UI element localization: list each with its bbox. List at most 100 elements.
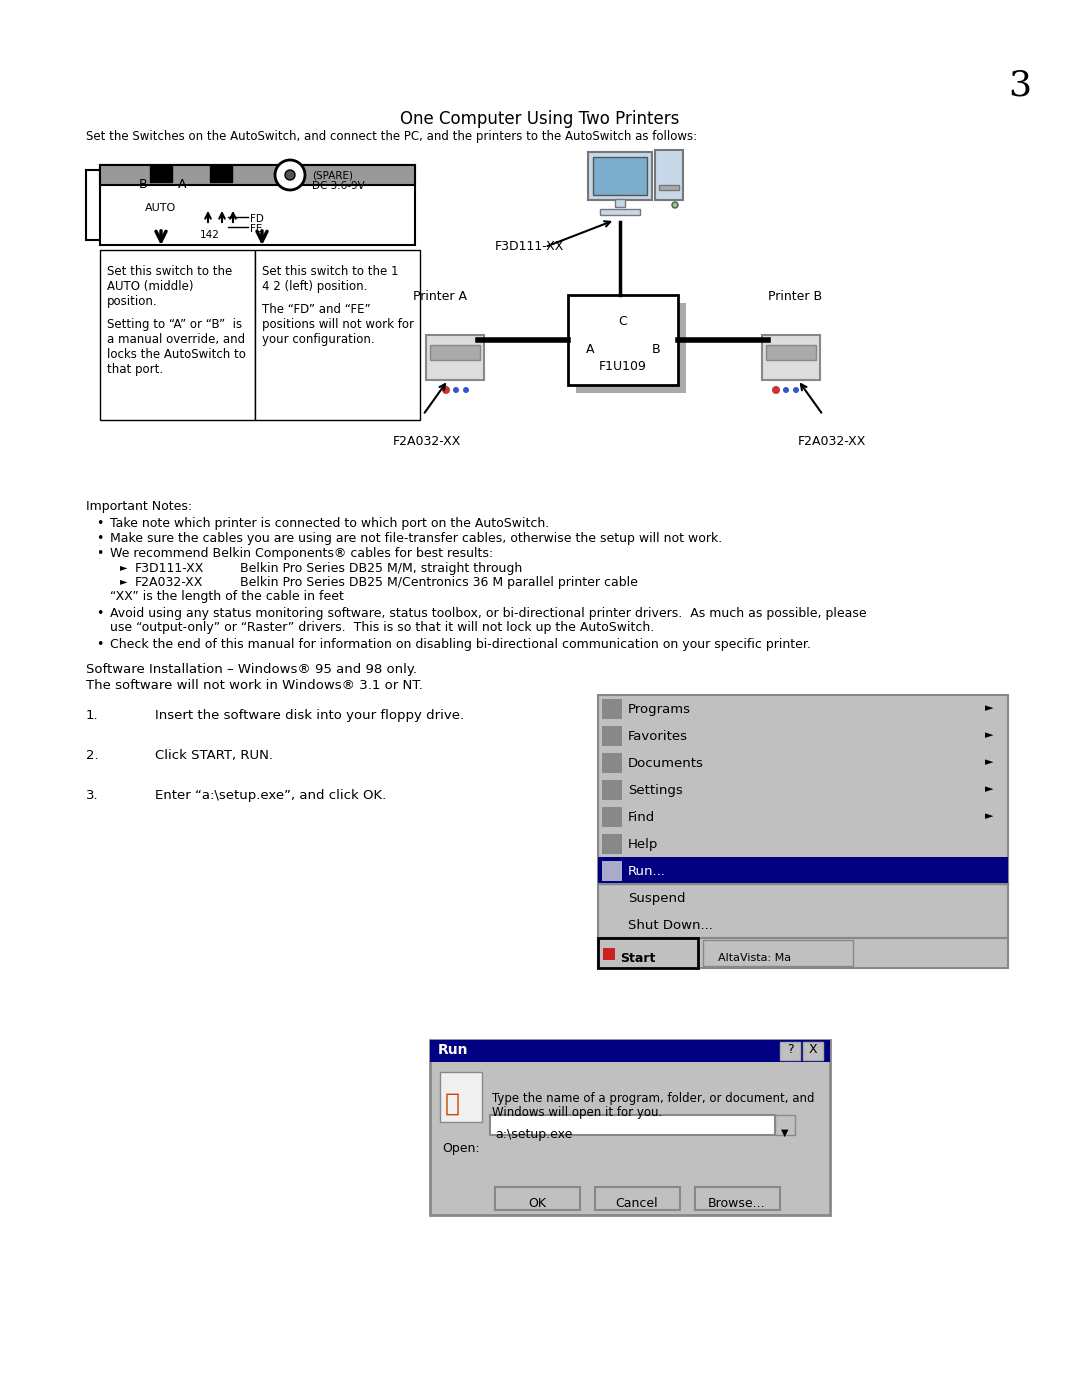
Text: ►: ►: [985, 757, 993, 767]
Bar: [495, 1187, 580, 1210]
Text: The “FD” and “FE”: The “FD” and “FE”: [262, 303, 370, 316]
Text: A: A: [585, 344, 594, 356]
Text: Belkin Pro Series DB25 M/Centronics 36 M parallel printer cable: Belkin Pro Series DB25 M/Centronics 36 M…: [240, 576, 638, 590]
Bar: [766, 345, 816, 360]
Text: F3D111-XX: F3D111-XX: [135, 562, 204, 576]
Bar: [426, 335, 484, 380]
Text: B: B: [651, 344, 660, 356]
Text: Make sure the cables you are using are not file-transfer cables, otherwise the s: Make sure the cables you are using are n…: [110, 532, 723, 545]
Bar: [654, 149, 683, 200]
Text: Setting to “A” or “B”  is: Setting to “A” or “B” is: [107, 319, 242, 331]
Bar: [602, 915, 622, 935]
Text: Set this switch to the: Set this switch to the: [107, 265, 232, 278]
Text: Browse...: Browse...: [708, 1197, 766, 1210]
Text: Take note which printer is connected to which port on the AutoSwitch.: Take note which printer is connected to …: [110, 517, 550, 529]
Text: F1U109: F1U109: [599, 360, 647, 373]
Bar: [593, 156, 647, 196]
Text: AUTO: AUTO: [146, 203, 177, 212]
Text: •: •: [96, 638, 104, 651]
Text: 4 2 (left) position.: 4 2 (left) position.: [262, 279, 367, 293]
Circle shape: [285, 170, 295, 180]
Text: that port.: that port.: [107, 363, 163, 376]
Bar: [430, 1039, 831, 1062]
Text: “XX” is the length of the cable in feet: “XX” is the length of the cable in feet: [110, 590, 343, 604]
Text: your configuration.: your configuration.: [262, 332, 375, 346]
Text: Find: Find: [627, 812, 656, 824]
Text: Set the Switches on the AutoSwitch, and connect the PC, and the printers to the : Set the Switches on the AutoSwitch, and …: [86, 130, 697, 142]
Text: F2A032-XX: F2A032-XX: [798, 434, 866, 448]
Bar: [602, 861, 622, 882]
Text: 🏃: 🏃: [445, 1092, 460, 1116]
Bar: [602, 807, 622, 827]
Bar: [86, 170, 104, 240]
Bar: [100, 250, 255, 420]
Text: DC 3.6-9V: DC 3.6-9V: [312, 182, 365, 191]
Text: Printer B: Printer B: [768, 291, 822, 303]
Bar: [430, 345, 480, 360]
Text: 3: 3: [1009, 68, 1031, 102]
Bar: [100, 165, 415, 184]
Bar: [210, 165, 232, 182]
Bar: [659, 184, 679, 190]
Text: Shut Down...: Shut Down...: [627, 919, 713, 932]
Bar: [602, 698, 622, 719]
Text: AUTO (middle): AUTO (middle): [107, 279, 193, 293]
Text: ?: ?: [786, 1044, 794, 1056]
Text: Insert the software disk into your floppy drive.: Insert the software disk into your flopp…: [156, 710, 464, 722]
Text: ►: ►: [985, 812, 993, 821]
Bar: [100, 165, 415, 184]
Text: ►: ►: [985, 703, 993, 712]
Bar: [150, 165, 172, 182]
Text: F2A032-XX: F2A032-XX: [135, 576, 203, 590]
Text: Run: Run: [438, 1044, 469, 1058]
Text: Run...: Run...: [627, 865, 666, 877]
Text: ►: ►: [985, 784, 993, 793]
Text: Important Notes:: Important Notes:: [86, 500, 192, 513]
Bar: [490, 1115, 775, 1134]
Text: ►: ►: [120, 576, 127, 585]
Text: Set this switch to the 1: Set this switch to the 1: [262, 265, 399, 278]
Text: a manual override, and: a manual override, and: [107, 332, 245, 346]
Text: Belkin Pro Series DB25 M/M, straight through: Belkin Pro Series DB25 M/M, straight thr…: [240, 562, 523, 576]
Text: AltaVista: Ma: AltaVista: Ma: [718, 953, 792, 963]
Text: positions will not work for: positions will not work for: [262, 319, 414, 331]
Bar: [602, 780, 622, 800]
Text: •: •: [96, 517, 104, 529]
Bar: [602, 834, 622, 854]
Bar: [100, 165, 415, 244]
Bar: [780, 1042, 800, 1060]
Text: F3D111-XX: F3D111-XX: [495, 240, 565, 253]
Text: 3.: 3.: [86, 789, 98, 802]
Text: FD: FD: [249, 214, 264, 224]
Bar: [595, 1187, 680, 1210]
Text: Software Installation – Windows® 95 and 98 only.: Software Installation – Windows® 95 and …: [86, 664, 417, 676]
Bar: [598, 856, 1008, 884]
Bar: [576, 303, 686, 393]
Text: C: C: [619, 314, 627, 328]
Bar: [615, 198, 625, 207]
Bar: [568, 295, 678, 386]
Bar: [598, 937, 698, 968]
Text: Enter “a:\setup.exe”, and click OK.: Enter “a:\setup.exe”, and click OK.: [156, 789, 387, 802]
Bar: [600, 210, 640, 215]
Text: locks the AutoSwitch to: locks the AutoSwitch to: [107, 348, 246, 360]
Text: Type the name of a program, folder, or document, and: Type the name of a program, folder, or d…: [492, 1092, 814, 1105]
Text: position.: position.: [107, 295, 158, 307]
Bar: [440, 1071, 482, 1122]
Circle shape: [442, 386, 450, 394]
Bar: [703, 940, 853, 965]
Circle shape: [453, 387, 459, 393]
Text: Documents: Documents: [627, 757, 704, 770]
Text: We recommend Belkin Components® cables for best results:: We recommend Belkin Components® cables f…: [110, 548, 494, 560]
Text: OK: OK: [528, 1197, 546, 1210]
Text: ►: ►: [120, 562, 127, 571]
Bar: [696, 1187, 780, 1210]
Text: Cancel: Cancel: [616, 1197, 659, 1210]
Text: Programs: Programs: [627, 703, 691, 717]
Circle shape: [672, 203, 678, 208]
Circle shape: [793, 387, 799, 393]
Text: Windows will open it for you.: Windows will open it for you.: [492, 1106, 662, 1119]
Text: Help: Help: [627, 838, 659, 851]
Bar: [603, 949, 615, 960]
Text: ▼: ▼: [781, 1127, 788, 1139]
